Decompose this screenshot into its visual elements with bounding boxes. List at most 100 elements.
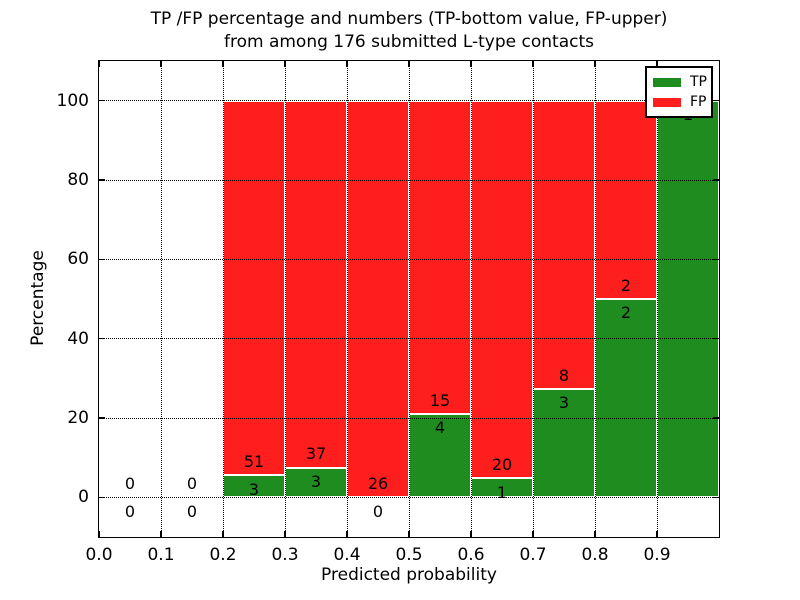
- tp-count-label: 1: [496, 482, 508, 502]
- x-tick-top: [346, 61, 348, 67]
- fp-count-label: 15: [429, 390, 451, 410]
- x-tick-bottom: [98, 531, 100, 537]
- gridline-vertical: [470, 61, 472, 537]
- bar-fp: [223, 100, 285, 476]
- gridline-vertical: [160, 61, 162, 537]
- gridline-horizontal: [99, 338, 719, 340]
- y-tick-label: 20: [67, 408, 89, 428]
- bar-fp: [595, 100, 657, 299]
- fp-count-label: 37: [305, 444, 327, 464]
- tp-count-label: 4: [434, 418, 446, 438]
- x-tick-bottom: [408, 531, 410, 537]
- tp-count-label: 3: [558, 393, 570, 413]
- x-tick-label: 0.9: [643, 545, 671, 565]
- gridline-vertical: [532, 61, 534, 537]
- x-tick-top: [98, 61, 100, 67]
- y-tick-left: [99, 99, 105, 102]
- x-tick-top: [532, 61, 534, 67]
- bar-fp: [471, 100, 533, 479]
- gridline-vertical: [594, 61, 596, 537]
- bar-fp: [285, 100, 347, 468]
- gridline-vertical: [222, 61, 224, 537]
- y-tick-left: [99, 258, 105, 261]
- x-tick-bottom: [222, 531, 224, 537]
- fp-count-label: 0: [186, 474, 198, 494]
- bar-tp: [285, 467, 347, 498]
- gridline-vertical: [284, 61, 286, 537]
- y-tick-right: [713, 417, 719, 419]
- bar-fp: [409, 100, 471, 414]
- x-tick-label: 0.0: [85, 545, 113, 565]
- tp-count-label: 3: [310, 471, 322, 491]
- chart-title: TP /FP percentage and numbers (TP-bottom…: [99, 8, 719, 54]
- x-tick-top: [160, 61, 162, 67]
- x-tick-top: [284, 61, 286, 67]
- y-tick-label: 80: [67, 170, 89, 190]
- bar-tp: [409, 413, 471, 498]
- legend-row-tp: TP: [653, 72, 707, 92]
- x-tick-top: [594, 61, 596, 67]
- x-tick-bottom: [656, 531, 658, 537]
- legend-swatch-tp: [653, 77, 681, 87]
- y-tick-left: [99, 179, 105, 181]
- x-tick-label: 0.6: [457, 545, 485, 565]
- fp-count-label: 8: [558, 366, 570, 386]
- x-tick-bottom: [470, 531, 472, 537]
- y-tick-right: [713, 99, 719, 102]
- x-tick-top: [408, 61, 410, 67]
- legend-row-fp: FP: [653, 92, 707, 112]
- bar-fp: [347, 100, 409, 498]
- x-tick-label: 0.3: [271, 545, 299, 565]
- x-tick-label: 0.1: [147, 545, 175, 565]
- bar-tp: [595, 299, 657, 498]
- tp-count-label: 0: [124, 501, 136, 521]
- x-tick-label: 0.8: [581, 545, 609, 565]
- gridline-horizontal: [99, 100, 719, 102]
- bar-tp: [657, 100, 719, 498]
- y-tick-right: [713, 179, 719, 181]
- y-tick-right: [713, 496, 719, 499]
- legend-label-fp: FP: [690, 94, 707, 110]
- tp-count-label: 0: [372, 501, 384, 521]
- fp-count-label: 0: [124, 474, 136, 494]
- x-tick-label: 0.5: [395, 545, 423, 565]
- fp-count-label: 20: [491, 455, 513, 475]
- bar-fp: [533, 100, 595, 390]
- y-tick-label: 60: [67, 249, 89, 270]
- y-tick-right: [713, 337, 719, 340]
- y-tick-label: 100: [56, 90, 89, 111]
- y-tick-left: [99, 496, 105, 499]
- gridline-vertical: [346, 61, 348, 537]
- x-tick-bottom: [594, 531, 596, 537]
- fp-count-label: 2: [620, 275, 632, 295]
- x-tick-top: [656, 61, 658, 67]
- gridline-vertical: [656, 61, 658, 537]
- fp-count-label: 51: [243, 452, 265, 472]
- chart-title-line1: TP /FP percentage and numbers (TP-bottom…: [150, 9, 668, 29]
- fp-count-label: 26: [367, 474, 389, 494]
- x-tick-bottom: [284, 531, 286, 537]
- gridline-vertical: [408, 61, 410, 537]
- x-tick-label: 0.4: [333, 545, 361, 565]
- gridline-horizontal: [99, 417, 719, 419]
- legend: TP FP: [645, 66, 713, 118]
- x-tick-top: [470, 61, 472, 67]
- y-tick-right: [713, 258, 719, 261]
- gridline-horizontal: [99, 496, 719, 498]
- x-axis-label: Predicted probability: [321, 565, 497, 585]
- chart-title-line2: from among 176 submitted L-type contacts: [223, 32, 594, 52]
- x-tick-bottom: [160, 531, 162, 537]
- y-tick-label: 0: [78, 487, 89, 508]
- tp-count-label: 2: [620, 303, 632, 323]
- gridline-horizontal: [99, 179, 719, 181]
- plot-area: 0.0 0.1 0.2 0.3 0.4 0.5 0.6 0.7 0.8 0.9 0 20 40 60 80 1…: [57, 60, 720, 565]
- legend-label-tp: TP: [690, 74, 707, 90]
- x-tick-bottom: [532, 531, 534, 537]
- y-tick-left: [99, 337, 105, 340]
- x-tick-top: [222, 61, 224, 67]
- x-tick-bottom: [346, 531, 348, 537]
- tp-count-label: 3: [248, 479, 260, 499]
- x-tick-label: 0.7: [519, 545, 547, 565]
- tp-count-label: 0: [186, 501, 198, 521]
